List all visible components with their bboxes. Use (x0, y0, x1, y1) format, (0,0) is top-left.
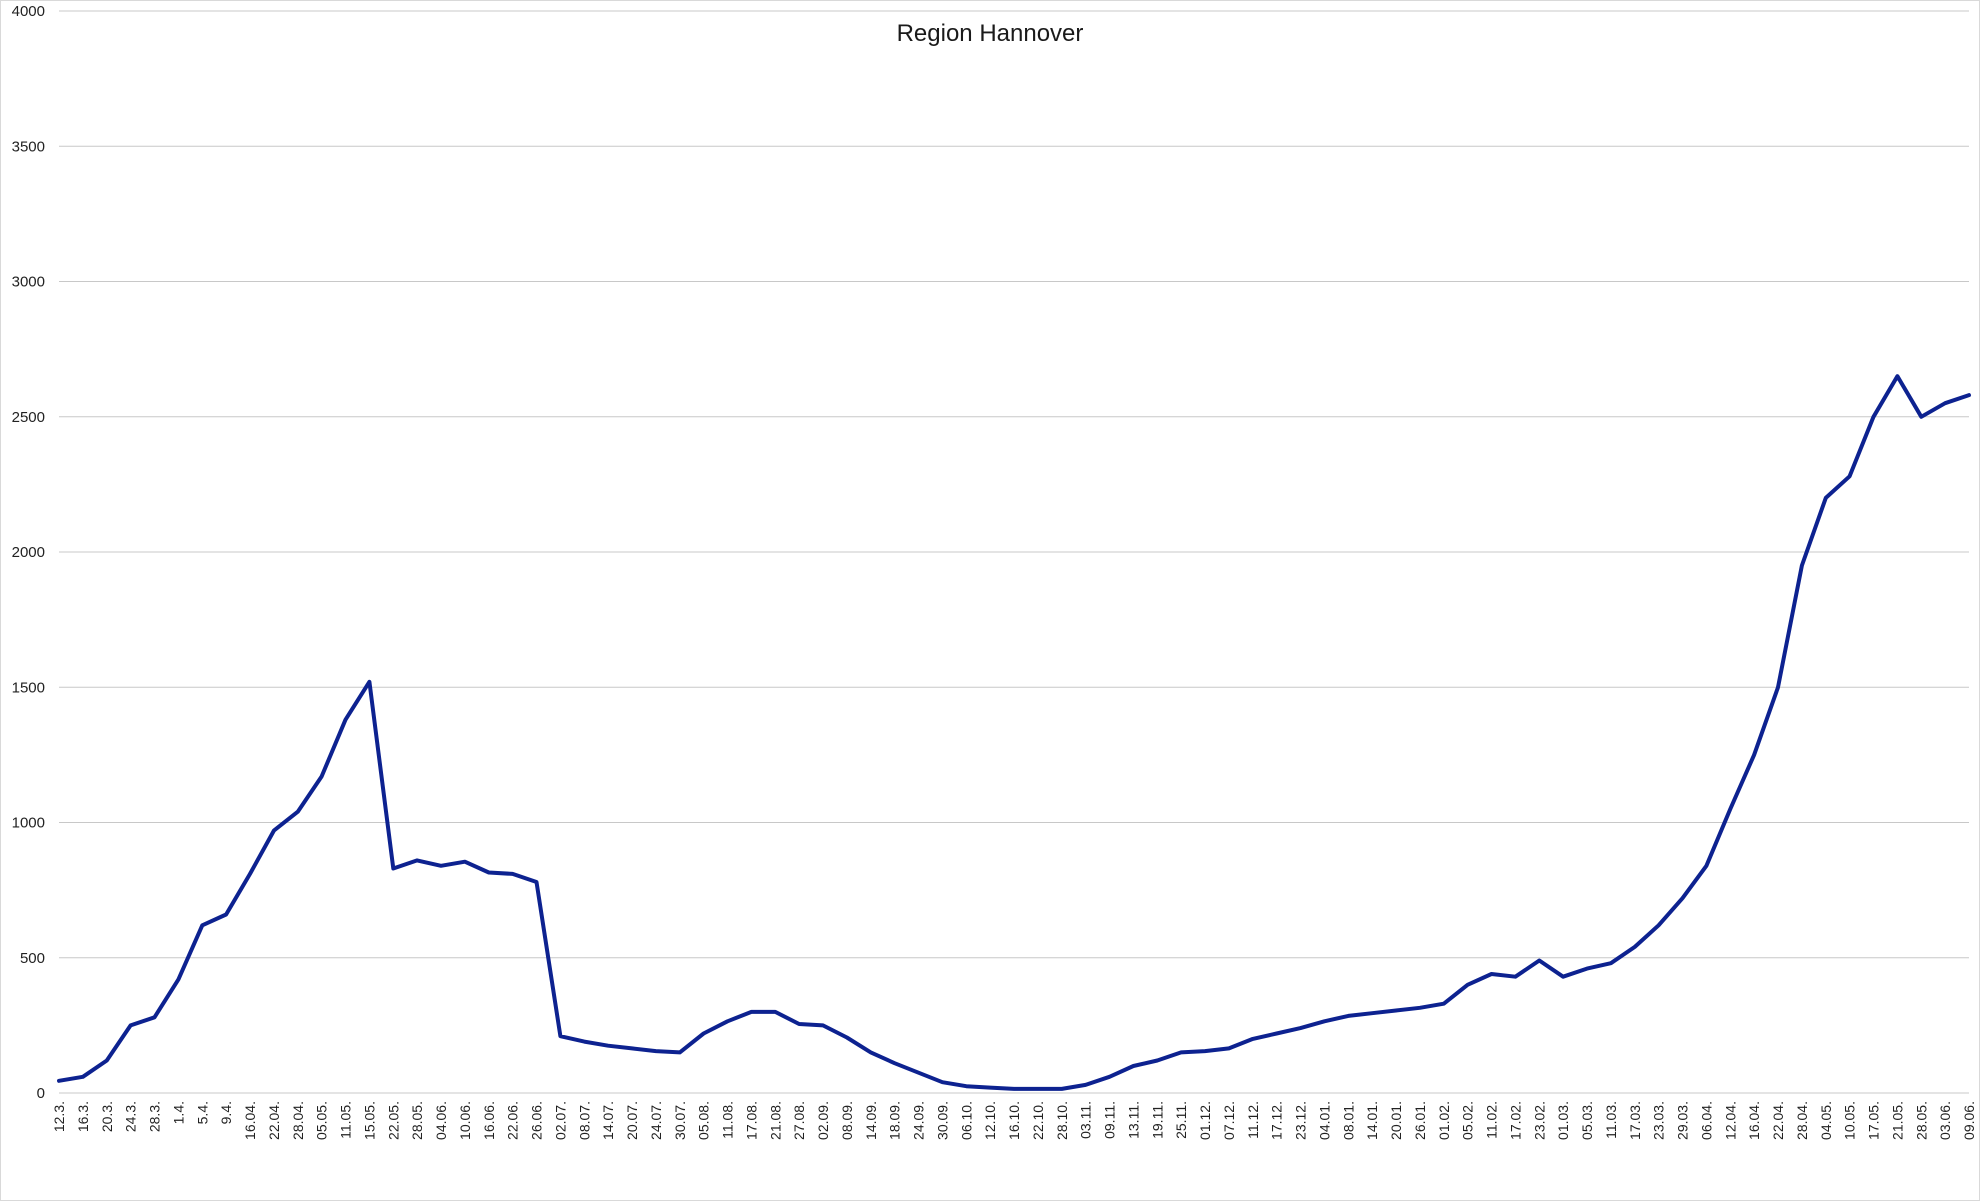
x-tick-label: 19.11. (1149, 1101, 1165, 1139)
x-tick-label: 24.3. (123, 1101, 139, 1132)
x-tick-label: 17.08. (743, 1101, 759, 1140)
x-tick-label: 20.01. (1388, 1101, 1404, 1140)
x-tick-label: 02.09. (815, 1101, 831, 1140)
chart-title: Region Hannover (897, 20, 1084, 47)
x-tick-label: 02.07. (552, 1101, 568, 1140)
x-tick-label: 13.11. (1125, 1101, 1141, 1139)
x-tick-label: 11.12. (1245, 1101, 1261, 1139)
x-tick-label: 30.07. (672, 1101, 688, 1140)
x-tick-label: 07.12. (1221, 1101, 1237, 1140)
x-tick-label: 10.06. (457, 1101, 473, 1140)
x-tick-label: 16.10. (1006, 1101, 1022, 1140)
x-tick-label: 15.05. (361, 1101, 377, 1140)
x-tick-label: 12.10. (982, 1101, 998, 1140)
x-tick-label: 28.04. (1794, 1101, 1810, 1140)
x-axis-ticks: 12.3. 16.3. 20.3. 24.3. 28.3. 1.4. 5.4. 9.4. 16.… (51, 1101, 1977, 1140)
x-tick-label: 28.3. (147, 1101, 163, 1132)
x-tick-label: 20.3. (99, 1101, 115, 1132)
x-tick-label: 22.06. (505, 1101, 521, 1140)
x-tick-label: 06.10. (958, 1101, 974, 1140)
x-tick-label: 05.05. (314, 1101, 330, 1140)
x-tick-label: 17.03. (1627, 1101, 1643, 1140)
y-tick-label: 500 (20, 950, 45, 967)
x-tick-label: 01.03. (1555, 1101, 1571, 1140)
x-tick-label: 1.4. (170, 1101, 186, 1124)
x-tick-label: 04.06. (433, 1101, 449, 1140)
x-tick-label: 28.05. (409, 1101, 425, 1140)
x-tick-label: 05.08. (696, 1101, 712, 1140)
x-tick-label: 5.4. (194, 1101, 210, 1124)
x-tick-label: 14.09. (863, 1101, 879, 1140)
y-tick-label: 2000 (12, 544, 45, 561)
y-tick-label: 0 (37, 1085, 45, 1102)
x-tick-label: 9.4. (218, 1101, 234, 1124)
x-tick-label: 23.02. (1531, 1101, 1547, 1140)
x-tick-label: 05.02. (1460, 1101, 1476, 1140)
x-tick-label: 10.05. (1842, 1101, 1858, 1140)
x-tick-label: 16.04. (242, 1101, 258, 1140)
x-tick-label: 22.10. (1030, 1101, 1046, 1140)
y-tick-label: 3000 (12, 274, 45, 291)
x-tick-label: 22.04. (1770, 1101, 1786, 1140)
x-tick-label: 09.11. (1102, 1101, 1118, 1139)
x-tick-label: 29.03. (1675, 1101, 1691, 1140)
y-tick-label: 4000 (12, 3, 45, 20)
x-tick-label: 14.07. (600, 1101, 616, 1140)
x-tick-label: 18.09. (887, 1101, 903, 1140)
y-tick-label: 1500 (12, 679, 45, 696)
x-tick-label: 09.06. (1961, 1101, 1977, 1140)
x-tick-label: 05.03. (1579, 1101, 1595, 1140)
x-tick-label: 04.01. (1316, 1101, 1332, 1140)
x-tick-label: 12.3. (51, 1101, 67, 1132)
x-tick-label: 23.12. (1293, 1101, 1309, 1140)
x-tick-label: 26.01. (1412, 1101, 1428, 1140)
x-tick-label: 26.06. (529, 1101, 545, 1140)
y-tick-label: 2500 (12, 409, 45, 426)
x-tick-label: 16.06. (481, 1101, 497, 1140)
x-tick-label: 23.03. (1651, 1101, 1667, 1140)
x-tick-label: 03.06. (1937, 1101, 1953, 1140)
y-tick-label: 1000 (12, 815, 45, 832)
x-tick-label: 21.08. (767, 1101, 783, 1140)
x-tick-label: 17.12. (1269, 1101, 1285, 1140)
x-tick-label: 25.11. (1173, 1101, 1189, 1139)
x-tick-label: 04.05. (1818, 1101, 1834, 1140)
x-tick-label: 16.3. (75, 1101, 91, 1132)
x-tick-label: 30.09. (934, 1101, 950, 1140)
series-line (57, 374, 1971, 1091)
x-tick-label: 27.08. (791, 1101, 807, 1140)
x-tick-label: 11.05. (338, 1101, 354, 1139)
x-tick-label: 06.04. (1698, 1101, 1714, 1140)
x-tick-label: 17.02. (1507, 1101, 1523, 1140)
x-tick-label: 14.01. (1364, 1101, 1380, 1140)
x-tick-label: 22.05. (385, 1101, 401, 1140)
x-tick-label: 03.11. (1078, 1101, 1094, 1139)
x-tick-label: 16.04. (1746, 1101, 1762, 1140)
x-tick-label: 20.07. (624, 1101, 640, 1140)
x-tick-label: 28.10. (1054, 1101, 1070, 1140)
y-axis-ticks: 0 500 1000 1500 2000 2500 3000 3500 4000 (12, 3, 45, 1102)
x-tick-label: 22.04. (266, 1101, 282, 1140)
x-tick-label: 24.07. (648, 1101, 664, 1140)
y-tick-label: 3500 (12, 138, 45, 155)
x-tick-label: 11.03. (1603, 1101, 1619, 1139)
x-tick-label: 12.04. (1722, 1101, 1738, 1140)
x-tick-label: 08.07. (576, 1101, 592, 1140)
x-tick-label: 08.01. (1340, 1101, 1356, 1140)
x-tick-label: 11.02. (1484, 1101, 1500, 1139)
x-tick-label: 08.09. (839, 1101, 855, 1140)
x-tick-label: 28.05. (1913, 1101, 1929, 1140)
x-tick-label: 24.09. (911, 1101, 927, 1140)
series-layer (57, 374, 1971, 1091)
x-tick-label: 21.05. (1889, 1101, 1905, 1140)
x-tick-label: 17.05. (1866, 1101, 1882, 1140)
x-tick-label: 11.08. (720, 1101, 736, 1139)
x-tick-label: 01.02. (1436, 1101, 1452, 1140)
x-tick-label: 28.04. (290, 1101, 306, 1140)
x-tick-label: 01.12. (1197, 1101, 1213, 1140)
gridlines (59, 10, 1969, 1094)
